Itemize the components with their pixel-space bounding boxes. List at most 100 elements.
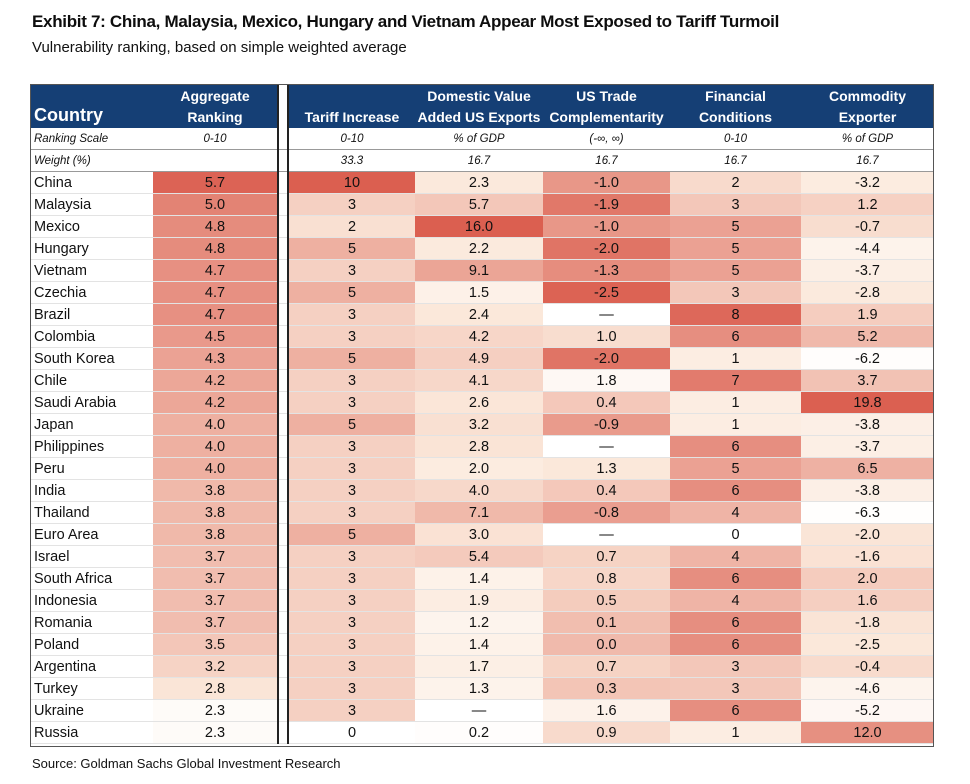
us-trade-complementarity-cell: -0.8: [543, 501, 670, 524]
domestic-value-added-cell: 5.4: [415, 545, 543, 568]
commodity-exporter-cell: -1.6: [801, 545, 934, 568]
country-cell: South Africa: [30, 567, 153, 590]
table-row: Japan 4.0 5 3.2 -0.9 1 -3.8: [30, 413, 934, 436]
row-separator: [277, 479, 289, 502]
table-row: Indonesia 3.7 3 1.9 0.5 4 1.6: [30, 589, 934, 612]
ranking-scale-ust: (-∞, ∞): [543, 128, 670, 150]
aggregate-ranking-cell: 4.7: [153, 281, 278, 304]
table-row: Philippines 4.0 3 2.8—6 -3.7: [30, 435, 934, 458]
country-cell: Thailand: [30, 501, 153, 524]
table-row: Thailand 3.8 3 7.1 -0.8 4 -6.3: [30, 501, 934, 524]
us-trade-complementarity-cell: 1.6: [543, 699, 670, 722]
row-separator: [277, 128, 289, 150]
financial-conditions-cell: 2: [670, 171, 801, 194]
financial-conditions-cell: 6: [670, 699, 801, 722]
tariff-increase-cell: 3: [288, 391, 415, 414]
row-separator: [277, 633, 289, 656]
financial-conditions-cell: 4: [670, 589, 801, 612]
country-cell: Indonesia: [30, 589, 153, 612]
table-row: Israel 3.7 3 5.4 0.7 4 -1.6: [30, 545, 934, 568]
domestic-value-added-cell: 9.1: [415, 259, 543, 282]
table-row: Saudi Arabia 4.2 3 2.6 0.4 1 19.8: [30, 391, 934, 414]
row-separator: [277, 303, 289, 326]
row-separator: [277, 259, 289, 282]
tariff-increase-cell: 3: [288, 699, 415, 722]
header-financial-conditions: Financial Conditions: [670, 84, 801, 128]
row-separator: [277, 501, 289, 524]
domestic-value-added-cell: 5.7: [415, 193, 543, 216]
commodity-exporter-cell: 1.9: [801, 303, 934, 326]
tariff-increase-cell: 3: [288, 259, 415, 282]
header-commodity-exporter: Commodity Exporter: [801, 84, 934, 128]
tariff-increase-cell: 3: [288, 435, 415, 458]
tariff-increase-cell: 10: [288, 171, 415, 194]
aggregate-ranking-cell: 2.3: [153, 721, 278, 744]
us-trade-complementarity-cell: -1.0: [543, 171, 670, 194]
domestic-value-added-cell: —: [415, 699, 543, 722]
row-separator: [277, 413, 289, 436]
tariff-increase-cell: 3: [288, 677, 415, 700]
ranking-scale-tariff: 0-10: [288, 128, 415, 150]
ranking-scale-label: Ranking Scale: [30, 128, 153, 150]
weight-fin: 16.7: [670, 149, 801, 172]
row-separator: [277, 523, 289, 546]
weight-dom: 16.7: [415, 149, 543, 172]
financial-conditions-cell: 5: [670, 237, 801, 260]
financial-conditions-cell: 6: [670, 479, 801, 502]
financial-conditions-cell: 0: [670, 523, 801, 546]
country-cell: Euro Area: [30, 523, 153, 546]
financial-conditions-cell: 5: [670, 215, 801, 238]
table-row: Argentina 3.2 3 1.7 0.7 3 -0.4: [30, 655, 934, 678]
financial-conditions-cell: 6: [670, 435, 801, 458]
financial-conditions-cell: 3: [670, 193, 801, 216]
domestic-value-added-cell: 4.9: [415, 347, 543, 370]
commodity-exporter-cell: -2.0: [801, 523, 934, 546]
table-body: China 5.7 10 2.3 -1.0 2 -3.2 Malaysia 5.0 3 5.7 -1.…: [30, 171, 934, 744]
commodity-exporter-cell: -3.2: [801, 171, 934, 194]
domestic-value-added-cell: 3.0: [415, 523, 543, 546]
us-trade-complementarity-cell: —: [543, 523, 670, 546]
tariff-increase-cell: 3: [288, 501, 415, 524]
source-note: Source: Goldman Sachs Global Investment …: [32, 756, 341, 771]
us-trade-complementarity-cell: 1.3: [543, 457, 670, 480]
table-row: Brazil 4.7 3 2.4—8 1.9: [30, 303, 934, 326]
aggregate-ranking-cell: 4.7: [153, 259, 278, 282]
country-cell: Colombia: [30, 325, 153, 348]
tariff-increase-cell: 3: [288, 369, 415, 392]
commodity-exporter-cell: -5.2: [801, 699, 934, 722]
tariff-increase-cell: 3: [288, 193, 415, 216]
aggregate-ranking-cell: 4.0: [153, 435, 278, 458]
tariff-increase-cell: 3: [288, 633, 415, 656]
commodity-exporter-cell: 5.2: [801, 325, 934, 348]
domestic-value-added-cell: 1.5: [415, 281, 543, 304]
table-row: Turkey 2.8 3 1.3 0.3 3 -4.6: [30, 677, 934, 700]
aggregate-ranking-cell: 4.3: [153, 347, 278, 370]
table-row: South Africa 3.7 3 1.4 0.8 6 2.0: [30, 567, 934, 590]
aggregate-ranking-cell: 4.8: [153, 215, 278, 238]
ranking-scale-row: Ranking Scale 0-10 0-10 % of GDP (-∞, ∞)…: [30, 128, 934, 150]
tariff-increase-cell: 3: [288, 545, 415, 568]
commodity-exporter-cell: 1.6: [801, 589, 934, 612]
domestic-value-added-cell: 1.3: [415, 677, 543, 700]
financial-conditions-cell: 6: [670, 611, 801, 634]
financial-conditions-cell: 3: [670, 677, 801, 700]
commodity-exporter-cell: 2.0: [801, 567, 934, 590]
commodity-exporter-cell: -2.8: [801, 281, 934, 304]
country-cell: Ukraine: [30, 699, 153, 722]
header-us-trade-complementarity: US Trade Complementarity: [543, 84, 670, 128]
table-row: Czechia 4.7 5 1.5 -2.5 3 -2.8: [30, 281, 934, 304]
financial-conditions-cell: 4: [670, 545, 801, 568]
us-trade-complementarity-cell: 0.7: [543, 655, 670, 678]
aggregate-ranking-cell: 3.8: [153, 523, 278, 546]
row-separator: [277, 457, 289, 480]
aggregate-ranking-cell: 3.2: [153, 655, 278, 678]
financial-conditions-cell: 6: [670, 567, 801, 590]
domestic-value-added-cell: 1.4: [415, 633, 543, 656]
commodity-exporter-cell: 6.5: [801, 457, 934, 480]
tariff-increase-cell: 3: [288, 303, 415, 326]
us-trade-complementarity-cell: 1.8: [543, 369, 670, 392]
us-trade-complementarity-cell: -1.3: [543, 259, 670, 282]
us-trade-complementarity-cell: -2.0: [543, 347, 670, 370]
table-row: Russia 2.3 0 0.2 0.9 1 12.0: [30, 721, 934, 744]
country-cell: Peru: [30, 457, 153, 480]
